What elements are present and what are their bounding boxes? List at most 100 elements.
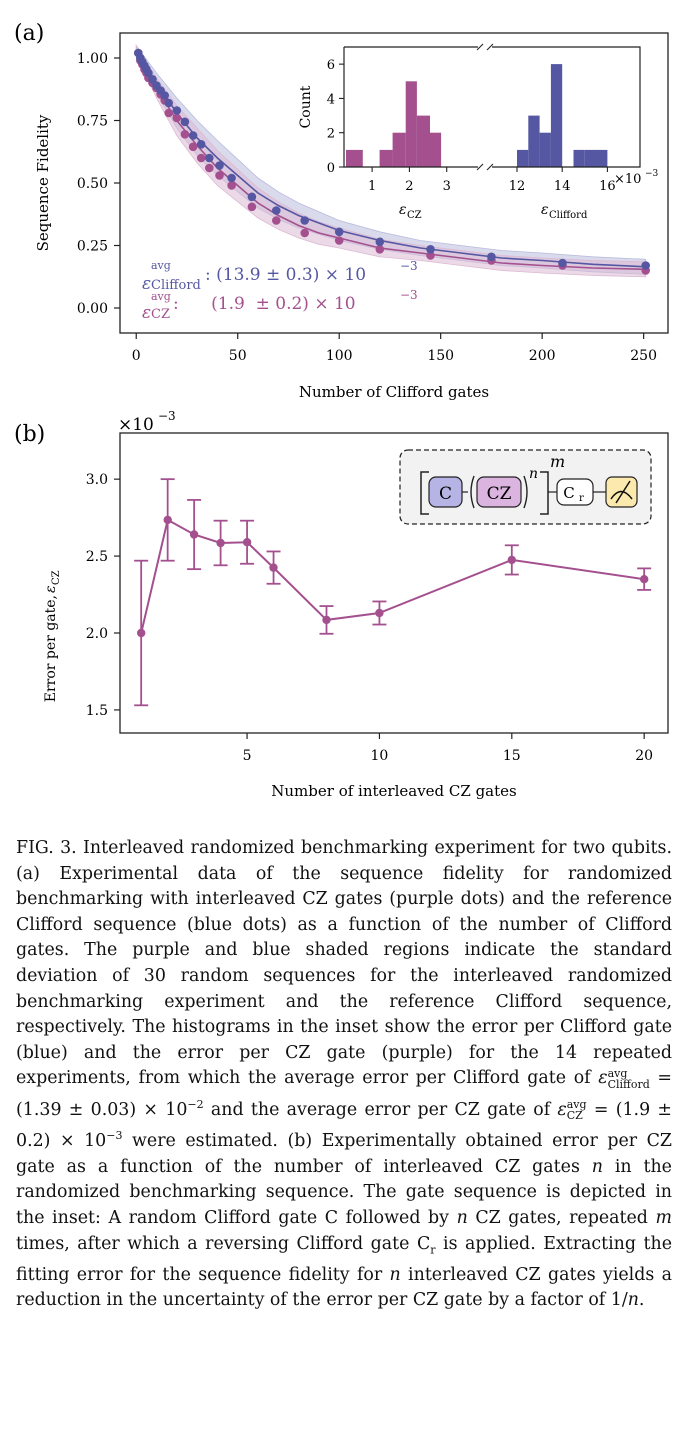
caption-eq2-sup: avg — [566, 1098, 587, 1112]
panel-a-x-ticks: 0 50 100 150 200 250 — [132, 333, 657, 364]
caption-eq1-sup: avg — [607, 1066, 628, 1080]
caption-m-1: m — [655, 1207, 673, 1228]
error-point — [163, 515, 172, 525]
panel-a-y-ticks: 0.00 0.25 0.50 0.75 1.00 — [77, 51, 120, 317]
histogram-bar-cz — [416, 115, 430, 167]
inset-x-tick-label: 16 — [599, 179, 616, 194]
panel-a-label: (a) — [14, 21, 44, 46]
point-clifford — [196, 140, 206, 149]
gate-cr-label: C — [563, 484, 574, 502]
gate-m-exponent: m — [550, 452, 565, 471]
point-clifford — [227, 173, 236, 183]
point-cz — [180, 130, 190, 139]
gate-n-exponent: n — [529, 466, 538, 482]
point-clifford — [558, 258, 567, 268]
caption-text-8: interleaved CZ gates yields a reduction … — [16, 1264, 673, 1311]
error-point — [269, 563, 278, 572]
panel-b-xlabel: Number of interleaved CZ gates — [271, 782, 516, 800]
panel-b-x-ticks: 5 10 15 20 — [243, 733, 653, 764]
y-tick-label: 0.00 — [77, 301, 108, 317]
x-tick-label: 50 — [229, 348, 247, 364]
panel-b-error-bars — [134, 478, 652, 707]
y-tick-label: 0.75 — [77, 114, 108, 130]
error-point — [189, 530, 199, 539]
panel-a-xlabel: Number of Clifford gates — [299, 383, 489, 401]
inset-y-tick-label: 0 — [327, 161, 335, 176]
x-tick-label: 0 — [132, 348, 141, 364]
caption-text-5: CZ gates, repeated — [467, 1207, 656, 1228]
inset-x-tick-label: 12 — [509, 179, 526, 194]
figure: (a) 0 50 100 150 200 250 0.000.250.500.751.00… — [14, 21, 669, 800]
inset-x-tick-label: 2 — [405, 179, 413, 194]
y-tick-label: 2.5 — [86, 549, 108, 565]
inset-scale-exp: −3 — [645, 169, 659, 179]
point-cz — [375, 245, 385, 254]
caption-text-6: times, after which a reversing Clifford … — [16, 1233, 431, 1254]
caption-n-3: n — [389, 1264, 401, 1285]
histogram-bar-cz — [429, 132, 442, 167]
y-tick-label: 3.0 — [86, 472, 108, 488]
inset-x-tick-label: 3 — [443, 179, 451, 194]
point-clifford — [172, 106, 182, 115]
inset-xlabel-clifford-symbol: ε — [541, 202, 549, 218]
error-point — [375, 608, 384, 618]
gate-c-label: C — [439, 484, 452, 504]
point-cz — [227, 181, 236, 190]
point-clifford — [205, 153, 214, 163]
legend-cz-sub: CZ — [151, 307, 170, 322]
panel-b-ylabel-sub: CZ — [51, 570, 62, 585]
legend-clifford-sup: avg — [151, 259, 171, 272]
figure-caption: FIG. 3. Interleaved randomized benchmark… — [16, 836, 672, 1314]
point-cz — [172, 113, 182, 123]
error-point — [640, 575, 649, 584]
point-clifford — [188, 131, 198, 140]
histogram-bar-clifford — [528, 115, 540, 167]
caption-eq2-value: = (1.9 ± 0.2) × 10 — [16, 1099, 672, 1152]
point-clifford — [426, 245, 435, 254]
x-tick-label: 250 — [630, 348, 657, 364]
point-clifford — [641, 261, 650, 270]
paren-right-n — [523, 475, 528, 509]
bracket-right-m — [540, 471, 549, 515]
inset-y-tick-label: 4 — [327, 92, 335, 107]
legend-clifford-exp: −3 — [400, 259, 418, 273]
x-tick-label: 200 — [529, 348, 556, 364]
histogram-bar-clifford — [573, 149, 585, 167]
panel-a-points — [134, 48, 650, 275]
point-clifford — [148, 75, 157, 84]
paren-left-n — [470, 475, 475, 509]
x-tick-label: 150 — [427, 348, 454, 364]
x-tick-label: 5 — [243, 748, 252, 764]
y-tick-label: 1.5 — [86, 703, 108, 719]
point-cz — [205, 163, 214, 173]
gate-sequence-inset: C CZ n m C r — [399, 449, 652, 525]
histogram-bar-cz — [346, 149, 363, 167]
inset-scale-base: ×10 — [614, 172, 641, 187]
inset-xlabel-cz-sub: CZ — [407, 210, 422, 221]
panel-b-label: (b) — [14, 422, 45, 447]
histogram-bar-cz — [405, 81, 417, 167]
legend-cz: ε avg CZ : (1.9 ± 0.2) × 10 −3 — [142, 288, 418, 323]
y-tick-label: 1.00 — [77, 51, 108, 67]
panel-b-y-ticks: 1.5 2.0 2.5 3.0 — [86, 472, 120, 719]
inset-y-tick-label: 2 — [327, 127, 335, 142]
point-cz — [272, 216, 281, 225]
point-clifford — [180, 117, 190, 127]
panel-b-scale-exp: −3 — [158, 409, 176, 423]
legend-clifford: ε avg Clifford : (13.9 ± 0.3) × 10 −3 — [142, 259, 418, 294]
caption-eq1-sub: Clifford — [607, 1077, 650, 1091]
y-tick-label: 0.25 — [77, 239, 108, 255]
point-clifford — [164, 98, 173, 108]
point-cz — [188, 142, 198, 152]
y-tick-label: 2.0 — [86, 626, 108, 642]
point-clifford — [487, 252, 496, 262]
panel-b-line — [140, 518, 645, 634]
error-point — [322, 615, 331, 625]
point-clifford — [160, 91, 169, 100]
error-point — [507, 555, 516, 565]
legend-cz-symbol: ε — [142, 303, 151, 323]
caption-eq1-symbol: ε — [598, 1068, 608, 1089]
x-tick-label: 100 — [326, 348, 353, 364]
histogram-bar-clifford — [517, 149, 529, 167]
